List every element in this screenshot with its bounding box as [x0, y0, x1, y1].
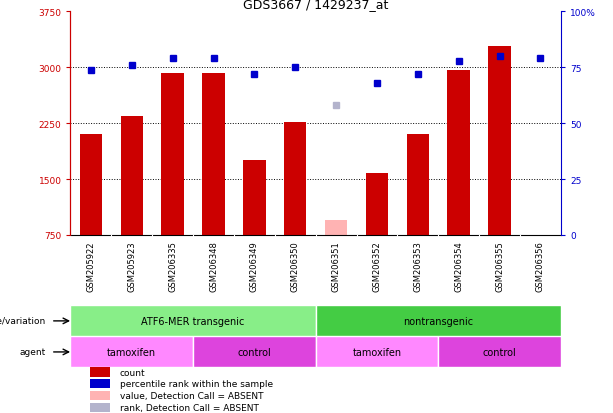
Bar	[70, 337, 193, 368]
Text: tamoxifen: tamoxifen	[352, 347, 402, 357]
Text: GSM206335: GSM206335	[168, 241, 177, 292]
Bar	[90, 403, 110, 412]
Text: control: control	[237, 347, 272, 357]
Text: GSM206348: GSM206348	[209, 241, 218, 292]
Text: percentile rank within the sample: percentile rank within the sample	[120, 380, 273, 388]
Text: control: control	[482, 347, 517, 357]
Bar	[121, 116, 143, 235]
Text: GSM206349: GSM206349	[250, 241, 259, 292]
Text: count: count	[120, 368, 145, 377]
Text: rank, Detection Call = ABSENT: rank, Detection Call = ABSENT	[120, 403, 259, 412]
Bar	[366, 174, 388, 235]
Text: value, Detection Call = ABSENT: value, Detection Call = ABSENT	[120, 391, 263, 400]
Text: ATF6-MER transgenic: ATF6-MER transgenic	[142, 316, 245, 326]
Title: GDS3667 / 1429237_at: GDS3667 / 1429237_at	[243, 0, 389, 11]
Bar	[447, 71, 470, 235]
Bar	[90, 391, 110, 400]
Text: GSM206351: GSM206351	[332, 241, 341, 292]
Bar	[438, 337, 561, 368]
Bar	[161, 74, 184, 235]
Text: GSM206352: GSM206352	[373, 241, 381, 292]
Text: GSM206356: GSM206356	[536, 241, 545, 292]
Bar	[193, 337, 316, 368]
Bar	[90, 380, 110, 389]
Text: GSM206354: GSM206354	[454, 241, 463, 292]
Bar	[284, 122, 306, 235]
Bar	[325, 221, 348, 235]
Text: GSM205922: GSM205922	[86, 241, 96, 292]
Bar	[243, 161, 265, 235]
Bar	[70, 306, 316, 337]
Text: GSM205923: GSM205923	[128, 241, 136, 292]
Bar	[406, 135, 429, 235]
Text: tamoxifen: tamoxifen	[107, 347, 156, 357]
Bar	[316, 337, 438, 368]
Text: GSM206355: GSM206355	[495, 241, 504, 292]
Text: genotype/variation: genotype/variation	[0, 317, 46, 325]
Bar	[489, 47, 511, 235]
Bar	[90, 368, 110, 377]
Text: GSM206353: GSM206353	[413, 241, 422, 292]
Bar	[316, 306, 561, 337]
Text: GSM206350: GSM206350	[291, 241, 300, 292]
Bar	[202, 74, 225, 235]
Text: agent: agent	[20, 348, 46, 356]
Bar	[80, 135, 102, 235]
Text: nontransgenic: nontransgenic	[403, 316, 473, 326]
